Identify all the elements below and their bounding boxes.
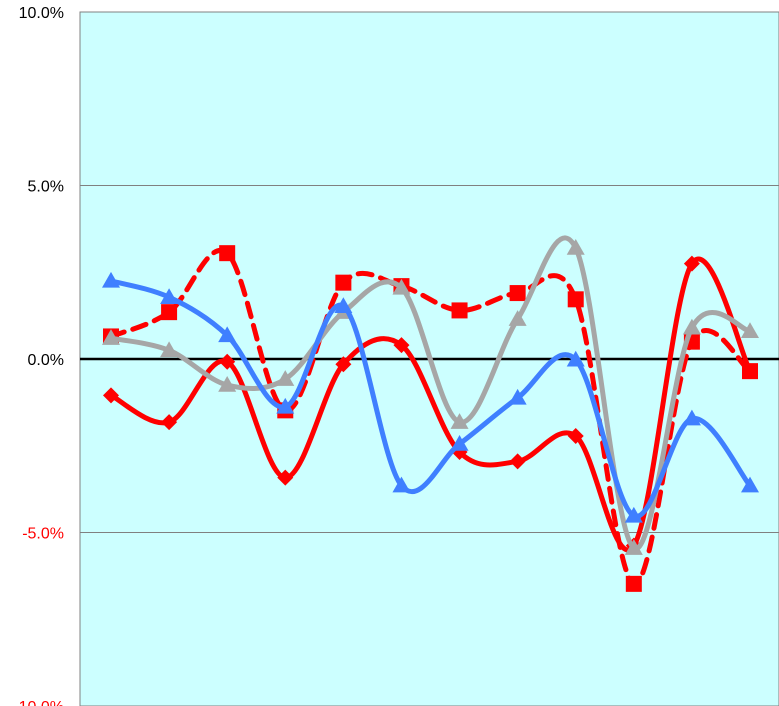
series-1 <box>103 255 758 554</box>
series-2-point <box>451 302 468 319</box>
series-4-point <box>566 350 585 367</box>
series-2-point <box>567 291 584 308</box>
y-tick-label: 0.0% <box>28 352 64 369</box>
series-4-point <box>276 397 295 414</box>
series-1-point <box>683 255 700 272</box>
series-2-point <box>161 304 178 321</box>
series-4-point <box>450 435 469 451</box>
series-1-point <box>509 453 526 470</box>
y-tick-label: -5.0% <box>22 526 64 543</box>
series-4-point <box>741 476 759 493</box>
series-4-point <box>102 271 120 288</box>
y-tick-label: 10.0% <box>19 5 64 22</box>
series-4-point <box>160 288 179 304</box>
series-3-line <box>108 235 753 551</box>
series-2-point <box>219 245 236 262</box>
series-4-line <box>108 278 753 519</box>
series-1-point <box>335 356 352 373</box>
y-axis-tick-labels: 10.0% 5.0% 0.0% -5.0% -10.0% <box>13 5 64 706</box>
series-3-point <box>102 329 120 345</box>
series-3-point <box>392 278 411 295</box>
series-3-point <box>218 376 237 392</box>
series-2-point <box>742 363 758 380</box>
series-3-point <box>566 238 585 255</box>
series-2-point <box>625 575 642 592</box>
series-1-point <box>103 387 119 404</box>
series-4-point <box>334 297 353 314</box>
series-3-point <box>624 539 643 555</box>
series-3-point <box>450 413 469 429</box>
series-3-point <box>741 322 759 338</box>
series-3 <box>102 235 759 555</box>
series-1-point <box>219 353 236 370</box>
series-4-point <box>624 506 643 523</box>
gridlines <box>80 11 779 706</box>
series-3-point <box>682 318 701 335</box>
series-4 <box>102 271 759 523</box>
series-3-point <box>276 370 295 386</box>
series-4-point <box>508 388 527 405</box>
series-4-point <box>392 476 411 493</box>
series-1-point <box>393 337 410 354</box>
series-4-point <box>218 326 237 343</box>
series-1-point <box>567 428 584 445</box>
series-2-line <box>108 248 753 587</box>
series-3-point <box>160 341 179 358</box>
series-1-point <box>277 469 294 486</box>
y-tick-label: 5.0% <box>28 179 64 196</box>
series-3-point <box>508 310 527 326</box>
series-2-point <box>335 274 352 291</box>
series-4-point <box>682 409 701 426</box>
series-2-point <box>509 285 526 302</box>
series-layer <box>102 235 759 592</box>
y-tick-label: -10.0% <box>13 699 64 706</box>
series-1-point <box>161 414 178 431</box>
